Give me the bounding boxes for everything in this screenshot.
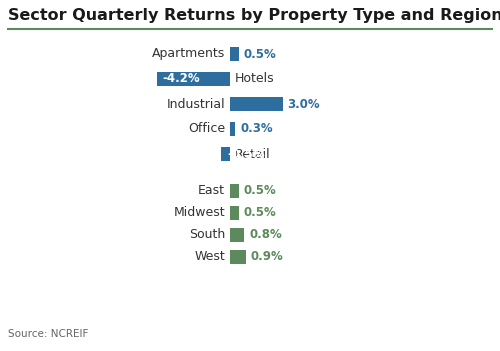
Text: East: East bbox=[198, 185, 225, 198]
Text: -4.2%: -4.2% bbox=[162, 73, 200, 86]
Text: 0.3%: 0.3% bbox=[240, 122, 273, 135]
Bar bbox=[156, 72, 230, 86]
Text: 0.5%: 0.5% bbox=[244, 206, 276, 219]
Text: 0.5%: 0.5% bbox=[244, 47, 276, 60]
Bar bbox=[230, 122, 235, 136]
Text: South: South bbox=[189, 229, 225, 241]
Text: 0.8%: 0.8% bbox=[249, 229, 282, 241]
Text: Source: NCREIF: Source: NCREIF bbox=[8, 329, 88, 339]
Bar bbox=[230, 206, 239, 220]
Bar bbox=[230, 184, 239, 198]
Bar bbox=[230, 47, 239, 61]
Text: Office: Office bbox=[188, 122, 225, 135]
Text: Apartments: Apartments bbox=[152, 47, 225, 60]
Text: Hotels: Hotels bbox=[235, 73, 275, 86]
Text: -0.5%: -0.5% bbox=[227, 147, 265, 160]
Text: Retail: Retail bbox=[235, 147, 270, 160]
Text: 0.9%: 0.9% bbox=[251, 251, 284, 264]
Bar bbox=[221, 147, 230, 161]
Bar bbox=[230, 250, 246, 264]
Text: Midwest: Midwest bbox=[174, 206, 225, 219]
Text: Industrial: Industrial bbox=[166, 98, 225, 111]
Bar bbox=[230, 97, 282, 111]
Bar bbox=[230, 228, 244, 242]
Text: 0.5%: 0.5% bbox=[244, 185, 276, 198]
Text: Sector Quarterly Returns by Property Type and Region: Sector Quarterly Returns by Property Typ… bbox=[8, 8, 500, 23]
Text: 3.0%: 3.0% bbox=[288, 98, 320, 111]
Text: West: West bbox=[194, 251, 225, 264]
